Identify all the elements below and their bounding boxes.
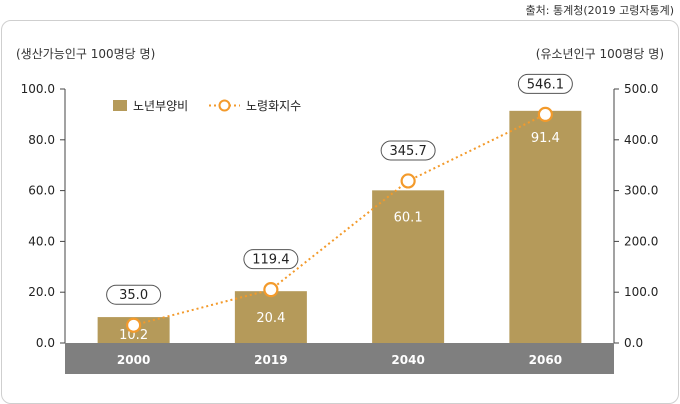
left-tick-label: 60.0 xyxy=(28,184,55,198)
left-tick-label: 100.0 xyxy=(21,82,55,96)
category-band xyxy=(65,343,614,374)
legend-bar-label: 노년부양비 xyxy=(133,99,188,113)
line-point xyxy=(263,282,279,298)
left-axis-title: (생산가능인구 100명당 명) xyxy=(16,47,155,61)
bar-value-label: 10.2 xyxy=(119,328,148,343)
line-value-badge xyxy=(380,140,436,161)
x-category-label: 2060 xyxy=(529,353,562,367)
bar-value-label: 20.4 xyxy=(256,311,285,326)
left-tick-label: 40.0 xyxy=(28,234,55,248)
x-category-label: 2019 xyxy=(254,353,287,367)
right-tick-label: 200.0 xyxy=(624,234,658,248)
line-value-label: 345.7 xyxy=(390,144,427,159)
left-tick-label: 80.0 xyxy=(28,133,55,147)
legend-bar-swatch xyxy=(113,100,127,111)
line-value-badge xyxy=(517,73,573,94)
line-value-label: 35.0 xyxy=(119,288,148,303)
left-tick-label: 20.0 xyxy=(28,285,55,299)
left-tick-label: 0.0 xyxy=(36,336,55,350)
line-point xyxy=(400,173,416,189)
line-value-badge xyxy=(106,284,162,305)
bar xyxy=(509,110,582,344)
line-value-badge xyxy=(243,249,299,270)
bar xyxy=(372,190,445,343)
right-tick-label: 100.0 xyxy=(624,285,658,299)
bar-value-label: 60.1 xyxy=(394,210,423,225)
right-tick-label: 500.0 xyxy=(624,82,658,96)
right-tick-label: 300.0 xyxy=(624,184,658,198)
line-point xyxy=(126,317,142,333)
line-series-path xyxy=(133,113,546,327)
bar-value-label: 91.4 xyxy=(531,131,560,146)
right-tick-label: 400.0 xyxy=(624,133,658,147)
line-value-label: 546.1 xyxy=(527,77,564,92)
right-tick-label: 0.0 xyxy=(624,336,643,350)
line-value-label: 119.4 xyxy=(252,253,289,268)
x-category-label: 2040 xyxy=(391,353,424,367)
right-axis-title: (유소년인구 100명당 명) xyxy=(536,47,664,61)
bar xyxy=(234,291,307,343)
legend-line-marker xyxy=(218,99,231,112)
legend-line-label: 노령화지수 xyxy=(246,99,301,113)
x-category-label: 2000 xyxy=(117,353,150,367)
line-point xyxy=(537,106,553,123)
source-note: 출처: 통계청(2019 고령자통계) xyxy=(525,4,674,17)
